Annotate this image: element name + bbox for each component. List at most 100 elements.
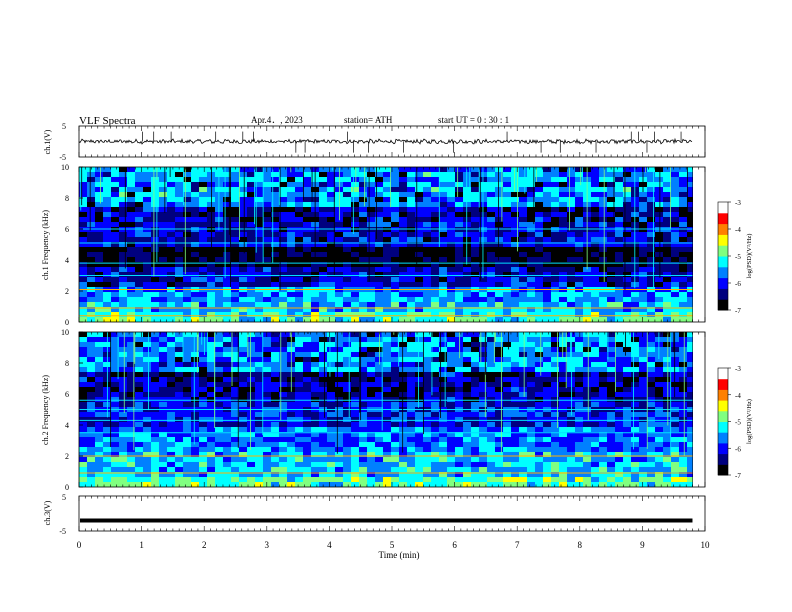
spectrogram-cell: [687, 427, 693, 432]
spectrogram-cell: [423, 217, 431, 222]
spectrogram-cell: [615, 417, 623, 422]
spectrogram-cell: [647, 372, 655, 377]
spectrogram-cell: [495, 417, 503, 422]
spectrogram-cell: [551, 427, 559, 432]
spectrogram-cell: [503, 422, 511, 427]
spectrogram-cell: [519, 382, 527, 387]
spectrogram-cell: [487, 262, 495, 267]
spectrogram-cell: [183, 332, 191, 337]
spectrogram-cell: [519, 362, 527, 367]
spectrogram-cell: [223, 197, 231, 202]
spectrogram-cell: [615, 267, 623, 272]
spectrogram-cell: [423, 302, 431, 307]
spectrogram-cell: [351, 267, 359, 272]
spectrogram-cell: [439, 212, 447, 217]
spectrogram-cell: [87, 262, 95, 267]
spectrogram-cell: [623, 362, 631, 367]
spectrogram-cell: [151, 427, 159, 432]
spectrogram-cell: [511, 357, 519, 362]
spectrogram-cell: [223, 252, 231, 257]
spectrogram-cell: [663, 172, 671, 177]
spectrogram-cell: [687, 362, 693, 367]
spectrogram-cell: [303, 432, 311, 437]
spectrogram-cell: [527, 252, 535, 257]
spectrogram-cell: [671, 197, 679, 202]
spectrogram-cell: [527, 172, 535, 177]
spectrogram-cell: [335, 272, 343, 277]
spectrogram-cell: [495, 357, 503, 362]
spectrogram-cell: [287, 252, 295, 257]
spectrogram-cell: [151, 302, 159, 307]
spectrogram-cell: [567, 207, 575, 212]
spectrogram-cell: [303, 302, 311, 307]
spectrogram-cell: [247, 357, 255, 362]
spectrogram-cell: [223, 242, 231, 247]
spectrogram-cell: [255, 212, 263, 217]
spectrogram-cell: [503, 462, 511, 467]
spectrogram-cell: [551, 387, 559, 392]
spectrogram-cell: [511, 317, 519, 322]
spectrogram-cell: [655, 442, 663, 447]
spectrogram-cell: [287, 187, 295, 192]
spectrogram-cell: [127, 302, 135, 307]
spectrogram-cell: [495, 297, 503, 302]
spectrogram-cell: [479, 442, 487, 447]
spectrogram-cell: [479, 447, 487, 452]
spectrogram-cell: [487, 352, 495, 357]
spectrogram-cell: [543, 402, 551, 407]
spectrogram-cell: [615, 447, 623, 452]
spectrogram-cell: [447, 167, 455, 172]
spectrogram-cell: [535, 172, 543, 177]
spectrogram-cell: [639, 202, 647, 207]
spectrogram-cell: [127, 202, 135, 207]
spectrogram-cell: [599, 352, 607, 357]
spectrogram-cell: [567, 297, 575, 302]
spectrogram-cell: [159, 202, 167, 207]
spectrogram-cell: [295, 202, 303, 207]
spectrogram-cell: [551, 442, 559, 447]
spectrogram-cell: [127, 357, 135, 362]
spectrogram-cell: [151, 242, 159, 247]
spectrogram-cell: [231, 282, 239, 287]
spectrogram-cell: [135, 477, 143, 482]
spectrogram-cell: [551, 422, 559, 427]
spectrogram-cell: [479, 482, 487, 487]
spectrogram-cell: [271, 252, 279, 257]
spectrogram-cell: [599, 452, 607, 457]
spectrogram-cell: [135, 437, 143, 442]
spectrogram-cell: [175, 197, 183, 202]
spectrogram-cell: [623, 242, 631, 247]
spectrogram-cell: [311, 397, 319, 402]
spectrogram-cell: [247, 252, 255, 257]
spectrogram-cell: [343, 382, 351, 387]
spectrogram-cell: [543, 262, 551, 267]
spectrogram-cell: [287, 297, 295, 302]
spectrogram-cell: [271, 312, 279, 317]
spectrogram-cell: [591, 352, 599, 357]
spectrogram-cell: [599, 202, 607, 207]
spectrogram-cell: [615, 202, 623, 207]
spectrogram-cell: [143, 307, 151, 312]
spectrogram-cell: [519, 172, 527, 177]
spectrogram-cell: [343, 457, 351, 462]
spectrogram-cell: [175, 382, 183, 387]
spectrogram-cell: [223, 472, 231, 477]
spectrogram-cell: [687, 417, 693, 422]
spectrogram-cell: [367, 457, 375, 462]
spectrogram-cell: [431, 307, 439, 312]
spectrogram-cell: [407, 372, 415, 377]
spectrogram-cell: [351, 182, 359, 187]
spectrogram-cell: [319, 457, 327, 462]
spectrogram-cell: [407, 462, 415, 467]
spectrogram-cell: [143, 242, 151, 247]
spectrogram-cell: [655, 467, 663, 472]
spectrogram-cell: [223, 207, 231, 212]
spectrogram-cell: [367, 367, 375, 372]
spectrogram-cell: [615, 257, 623, 262]
spectrogram-cell: [359, 447, 367, 452]
spectrogram-cell: [319, 357, 327, 362]
spectrogram-cell: [111, 232, 119, 237]
spectrogram-cell: [615, 352, 623, 357]
spectrogram-cell: [143, 177, 151, 182]
spectrogram-cell: [455, 377, 463, 382]
